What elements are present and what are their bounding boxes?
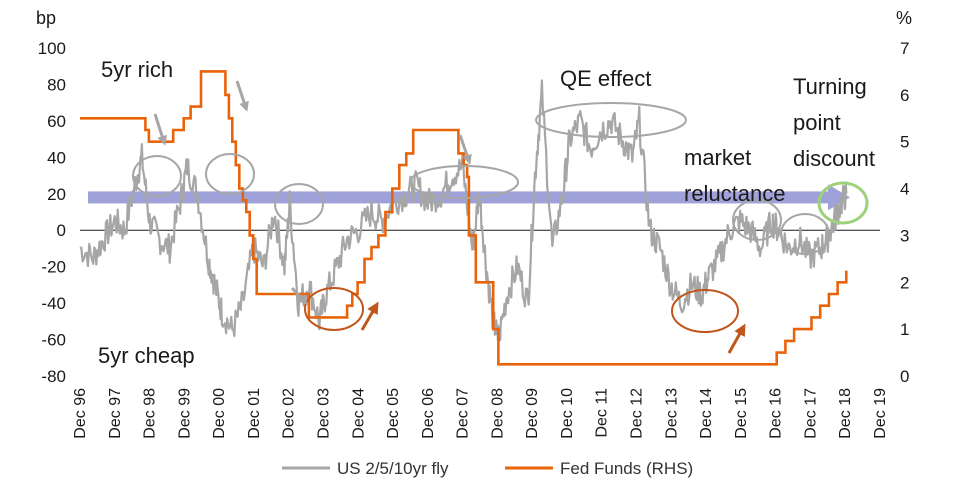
circle-2017 <box>780 213 830 255</box>
x-tick-label: Dec 18 <box>837 388 854 439</box>
circle-2007 <box>409 165 519 199</box>
annotation-qe: QE effect <box>560 66 651 91</box>
right-tick-label: 6 <box>900 86 909 105</box>
circle-2014-orange <box>671 289 739 333</box>
annotation-market: market <box>684 145 751 170</box>
x-tick-label: Dec 04 <box>350 388 367 439</box>
circle-2018-green <box>817 181 869 225</box>
right-tick-label: 4 <box>900 180 909 199</box>
arrow-orange-2015 <box>727 323 746 354</box>
x-tick-label: Dec 12 <box>629 388 646 439</box>
right-tick-label: 0 <box>900 367 909 386</box>
legend-label-fly: US 2/5/10yr fly <box>337 459 449 478</box>
arrow-orange-2004 <box>360 301 379 331</box>
legend: US 2/5/10yr fly Fed Funds (RHS) <box>282 459 693 478</box>
left-axis-ticks: -80 -60 -40 -20 0 20 40 60 80 100 <box>38 39 66 386</box>
annotation-turning: Turning <box>793 74 867 99</box>
left-tick-label: -20 <box>41 258 66 277</box>
annotation-rich: 5yr rich <box>101 57 173 82</box>
x-tick-label: Dec 16 <box>768 388 785 439</box>
circle-1998 <box>132 155 182 197</box>
x-tick-label: Dec 98 <box>142 388 159 439</box>
x-tick-label: Dec 13 <box>663 388 680 439</box>
x-tick-label: Dec 96 <box>72 388 89 439</box>
annotation-discount: discount <box>793 146 875 171</box>
annotation-cheap: 5yr cheap <box>98 343 195 368</box>
left-tick-label: -40 <box>41 294 66 313</box>
arrow-gray-1998 <box>153 113 167 146</box>
x-tick-label: Dec 97 <box>107 388 124 439</box>
x-tick-label: Dec 09 <box>524 388 541 439</box>
right-tick-label: 7 <box>900 39 909 58</box>
x-axis-ticks: Dec 96 Dec 97 Dec 98 Dec 99 Dec 00 Dec 01 Dec … <box>72 388 889 439</box>
left-axis-unit: bp <box>36 8 56 28</box>
right-tick-label: 2 <box>900 273 909 292</box>
annotation-point: point <box>793 110 841 135</box>
series-line-fed-funds <box>80 70 848 366</box>
x-tick-label: Dec 07 <box>455 388 472 439</box>
right-tick-label: 1 <box>900 320 909 339</box>
series-line-fly <box>79 79 848 345</box>
right-axis-unit: % <box>896 8 912 28</box>
x-tick-label: Dec 00 <box>211 388 228 439</box>
annotation-shapes <box>132 80 869 354</box>
circle-2003-orange <box>304 287 364 331</box>
x-tick-label: Dec 10 <box>559 388 576 439</box>
band-arrowhead <box>828 184 850 211</box>
left-tick-label: 100 <box>38 39 66 58</box>
right-tick-label: 3 <box>900 226 909 245</box>
x-tick-label: Dec 99 <box>176 388 193 439</box>
left-tick-label: 40 <box>47 148 66 167</box>
circle-2000 <box>205 153 255 195</box>
left-tick-label: 0 <box>57 221 66 240</box>
left-tick-label: -80 <box>41 367 66 386</box>
arrow-gray-2007 <box>458 134 472 165</box>
circle-qe <box>535 102 687 138</box>
arrow-gray-2000 <box>235 80 249 112</box>
left-tick-label: 80 <box>47 75 66 94</box>
legend-label-fed-funds: Fed Funds (RHS) <box>560 459 693 478</box>
x-tick-label: Dec 15 <box>733 388 750 439</box>
x-tick-label: Dec 06 <box>420 388 437 439</box>
x-tick-label: Dec 14 <box>698 388 715 439</box>
circle-2002 <box>274 183 324 225</box>
left-tick-label: 60 <box>47 112 66 131</box>
circle-2016 <box>732 199 782 241</box>
arrow-gray-2002 <box>290 286 308 305</box>
x-tick-label: Dec 08 <box>489 388 506 439</box>
right-axis-ticks: 0 1 2 3 4 5 6 7 <box>900 39 909 386</box>
annotation-reluctance: reluctance <box>684 181 786 206</box>
x-tick-label: Dec 19 <box>872 388 889 439</box>
x-tick-label: Dec 17 <box>802 388 819 439</box>
left-tick-label: -60 <box>41 331 66 350</box>
x-tick-label: Dec 02 <box>281 388 298 439</box>
x-tick-label: Dec 03 <box>315 388 332 439</box>
x-tick-label: Dec 05 <box>385 388 402 439</box>
right-tick-label: 5 <box>900 133 909 152</box>
x-tick-label: Dec 01 <box>246 388 263 439</box>
x-tick-label: Dec 11 <box>594 388 611 438</box>
left-tick-label: 20 <box>47 185 66 204</box>
